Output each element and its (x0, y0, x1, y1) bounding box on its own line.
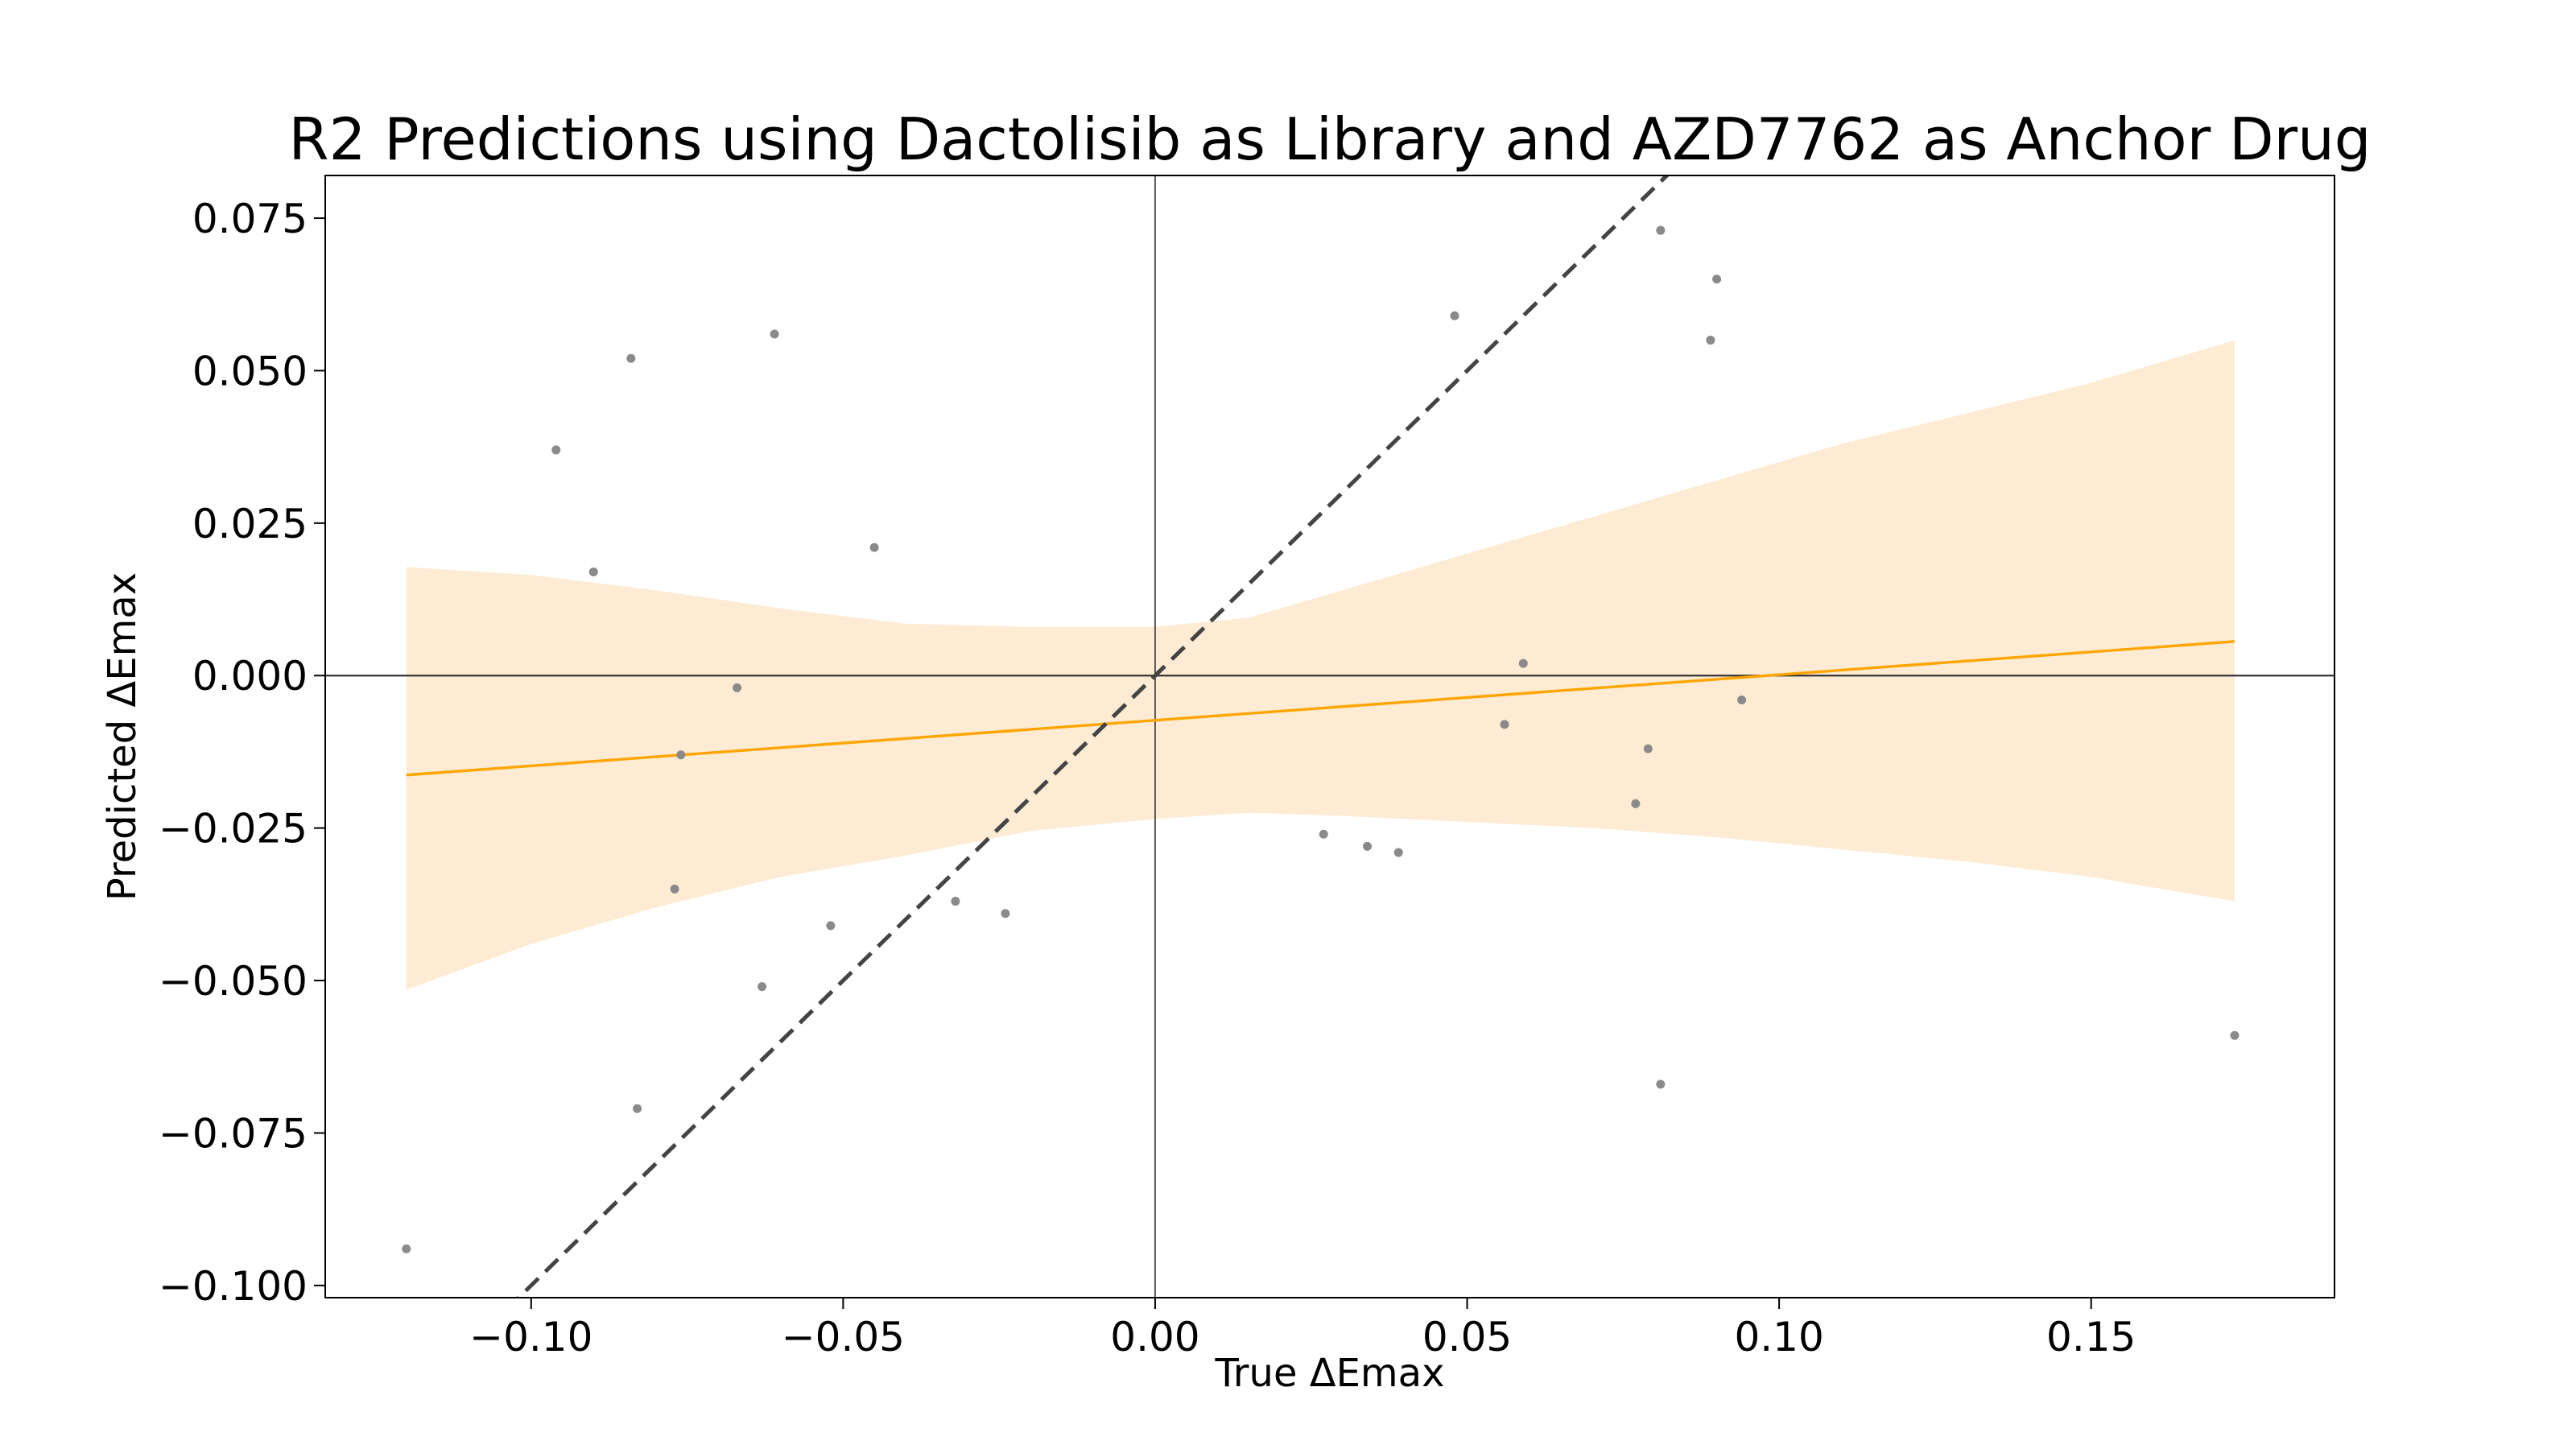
y-tick-label: 0.050 (192, 348, 308, 394)
data-point (2230, 1030, 2240, 1040)
data-point (733, 683, 742, 692)
data-point (869, 543, 879, 552)
x-tick-label: 0.15 (2046, 1314, 2136, 1360)
y-tick-label: 0.075 (192, 196, 308, 242)
data-point (588, 567, 598, 576)
x-tick-label: 0.05 (1422, 1314, 1512, 1360)
data-point (1363, 841, 1373, 851)
data-point (1631, 799, 1641, 808)
data-point (1393, 848, 1403, 857)
data-point (1737, 696, 1747, 705)
y-tick-label: 0.000 (192, 653, 308, 700)
x-tick-label: −0.10 (469, 1314, 592, 1360)
x-tick-label: 0.10 (1734, 1314, 1823, 1360)
data-point (1450, 311, 1459, 320)
confidence-band (406, 340, 2235, 990)
y-axis-label: Predicted ΔEmax (100, 572, 145, 901)
data-point (1656, 1080, 1666, 1089)
data-point (676, 750, 686, 760)
data-point (1656, 225, 1666, 235)
data-point (770, 329, 779, 339)
y-tick-label: −0.100 (159, 1263, 308, 1310)
y-tick-label: −0.050 (159, 958, 308, 1005)
data-point (1500, 720, 1509, 729)
data-point (551, 445, 561, 455)
x-tick-label: −0.05 (782, 1314, 905, 1360)
y-tick-label: −0.025 (159, 806, 308, 852)
y-axis-ticks: −0.100 −0.075 −0.050 −0.025 0.000 0.025 0.050 0… (159, 196, 325, 1310)
data-point (1712, 275, 1722, 284)
data-point (1319, 829, 1328, 839)
data-point (626, 353, 636, 363)
data-point (670, 884, 679, 894)
data-point (951, 897, 960, 906)
data-point (402, 1244, 411, 1253)
x-axis-ticks: −0.10 −0.05 0.00 0.05 0.10 0.15 (469, 1298, 2136, 1360)
x-axis-label: True ΔEmax (1215, 1351, 1445, 1396)
data-point (1518, 658, 1528, 668)
chart-title: R2 Predictions using Dactolisib as Libra… (289, 105, 2372, 173)
x-tick-label: 0.00 (1110, 1314, 1199, 1360)
data-point (633, 1104, 642, 1113)
y-tick-label: −0.075 (159, 1110, 308, 1157)
y-tick-label: 0.025 (192, 501, 308, 547)
plot-frame (324, 175, 2335, 1298)
data-point (758, 982, 767, 992)
data-point (1643, 744, 1653, 753)
data-point (826, 921, 836, 931)
data-point (1001, 909, 1010, 919)
regression-line (406, 640, 2235, 777)
data-point (1706, 336, 1715, 345)
data-points (402, 225, 2240, 1253)
